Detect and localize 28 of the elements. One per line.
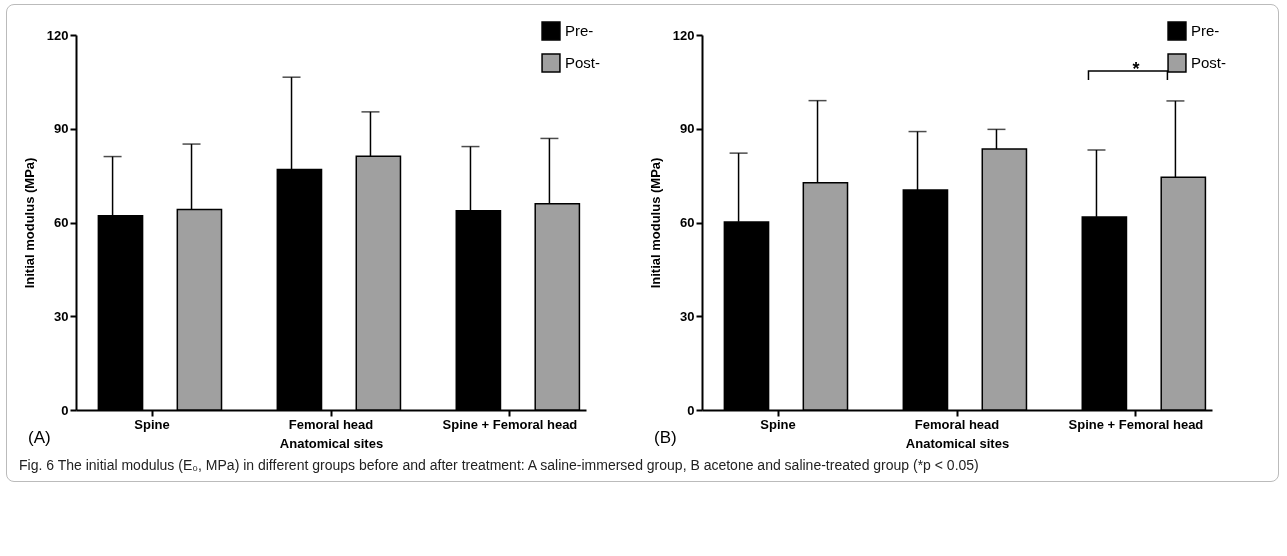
y-tick-label: 60 (54, 215, 69, 230)
text: (B) (654, 428, 677, 447)
y-axis-title: Initial modulus (MPa) (21, 157, 37, 289)
y-tick-label: 30 (54, 308, 69, 324)
y-tick-label: 60 (680, 215, 695, 230)
y-tick-label: 90 (54, 121, 69, 137)
x-tick-label: Spine + Femoral head (442, 416, 578, 432)
caption: Fig. 6 The initial modulus (E₀, MPa) in different groups before and after treatment: A saline-immersed group, B acetone and saline-treated group (*p < 0.05) (19, 456, 980, 475)
y-tick-label: 30 (680, 308, 695, 324)
y-tick-label: 0 (61, 402, 69, 418)
x-tick-label: Femoral head (288, 416, 374, 432)
x-tick-label: Spine (760, 416, 796, 432)
annotation: * (1132, 58, 1140, 79)
legend-label: Pre- (565, 22, 594, 39)
y-tick-label: 90 (680, 121, 695, 137)
x-axis-title: Anatomical sites (905, 435, 1010, 451)
text: (A) (28, 428, 51, 447)
x-tick-label: Spine (134, 416, 170, 432)
y-tick-label: 0 (687, 402, 695, 418)
legend-label: Post- (565, 54, 601, 71)
legend-label: Post- (1191, 54, 1227, 71)
y-tick-label: 120 (672, 27, 695, 43)
legend-label: Pre- (1191, 22, 1220, 39)
x-tick-label: Spine + Femoral head (1068, 416, 1204, 432)
y-tick-label: 120 (46, 27, 69, 43)
x-tick-label: Femoral head (914, 416, 1000, 432)
x-axis-title: Anatomical sites (279, 435, 384, 451)
y-axis-title: Initial modulus (MPa) (647, 157, 663, 289)
